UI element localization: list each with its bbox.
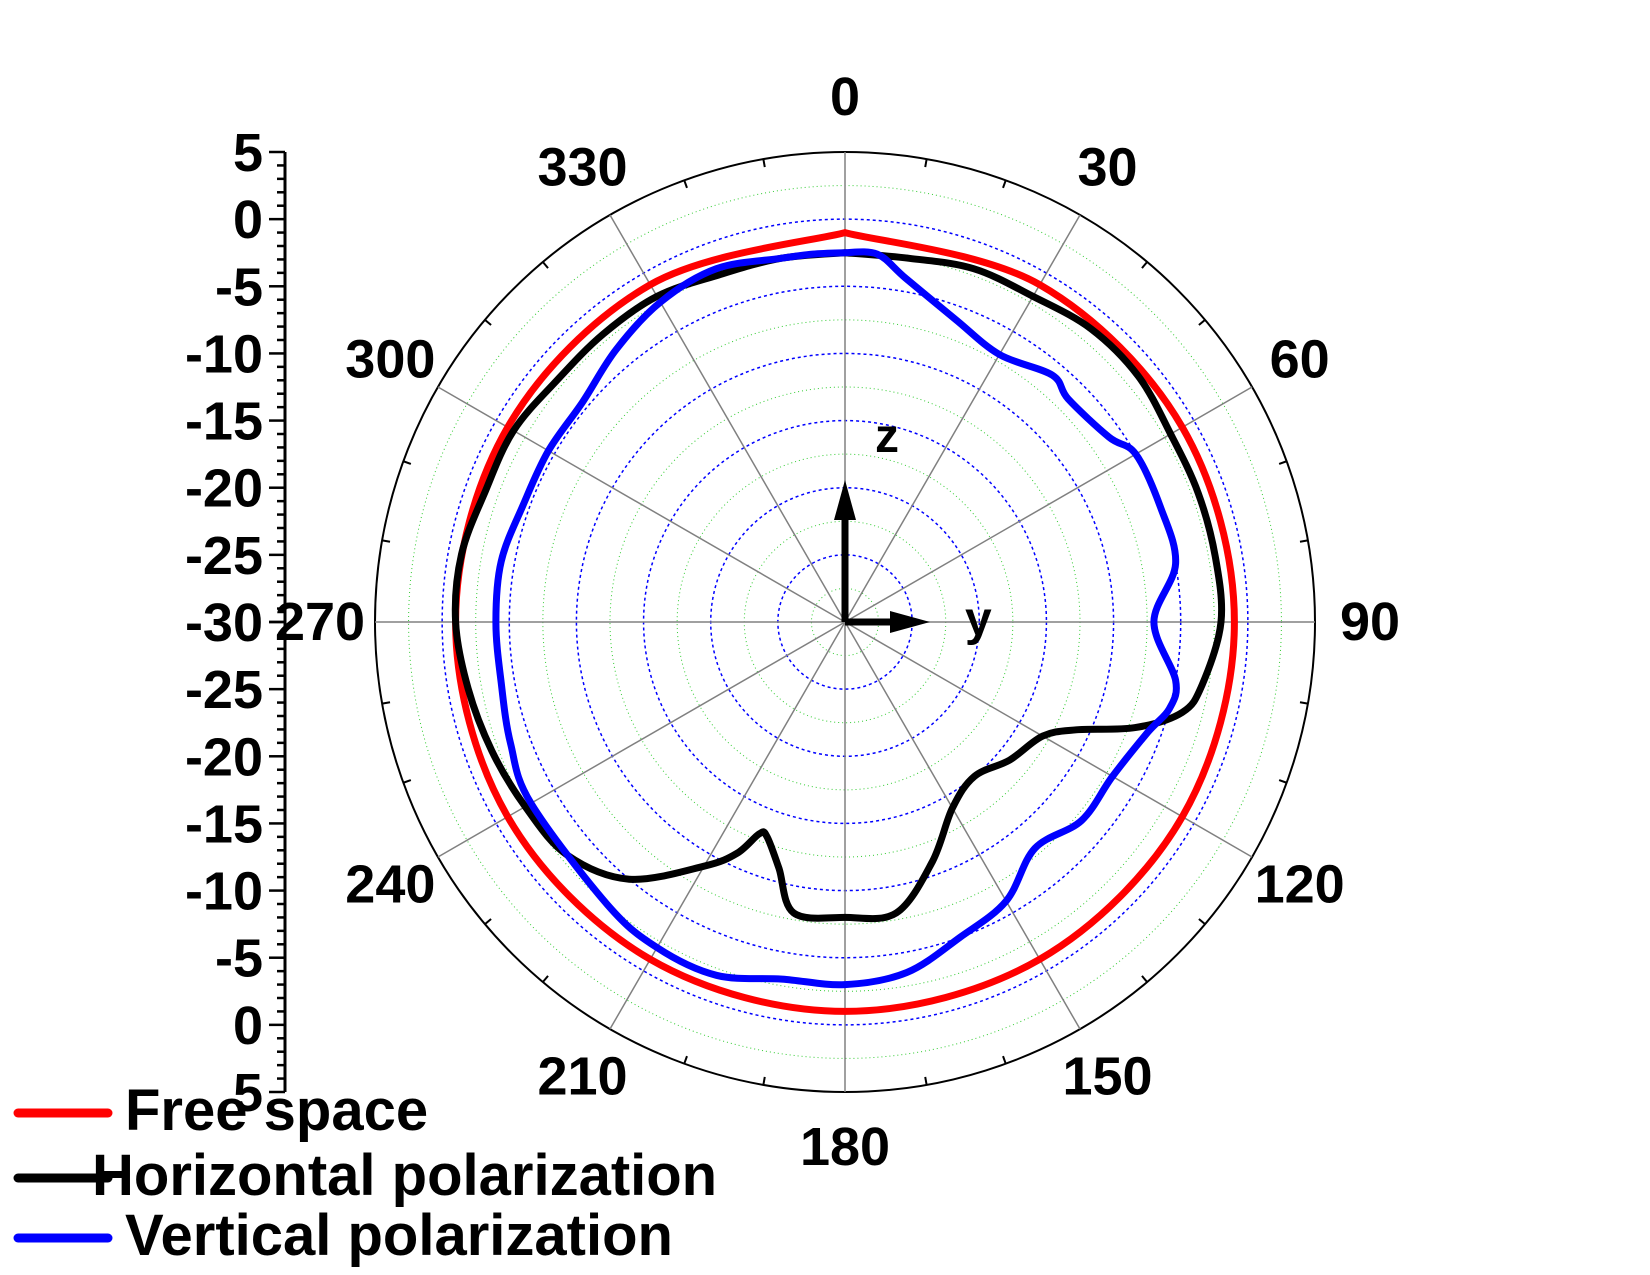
grid-spoke	[609, 621, 846, 1030]
angular-minor-tick	[542, 975, 549, 983]
angular-minor-tick	[403, 460, 412, 465]
angular-tick-label: 90	[1340, 592, 1400, 652]
angular-tick-label: 240	[345, 855, 435, 915]
angular-minor-tick	[683, 1055, 688, 1064]
series-line-1	[451, 249, 1226, 923]
angular-minor-tick	[1002, 1055, 1007, 1064]
radial-tick-label: -25	[185, 526, 263, 586]
angular-tick-label: 270	[275, 592, 365, 652]
angular-minor-tick	[924, 158, 928, 168]
angular-minor-tick	[1198, 918, 1206, 925]
radial-tick-label: 5	[233, 123, 263, 183]
grid-spoke	[844, 621, 1253, 858]
radial-tick-label: -20	[185, 459, 263, 519]
angular-tick-label: 150	[1062, 1047, 1152, 1107]
radial-tick-label: 0	[233, 996, 263, 1056]
angular-minor-tick	[1299, 539, 1309, 543]
radial-tick-label: -15	[185, 392, 263, 452]
angular-minor-tick	[683, 180, 688, 189]
legend-label: Vertical polarization	[125, 1203, 673, 1268]
angular-minor-tick	[403, 779, 412, 784]
axis-arrows: z y	[834, 410, 992, 646]
radial-tick-label: -5	[215, 257, 263, 317]
radial-tick-label: -10	[185, 324, 263, 384]
angular-minor-tick	[484, 319, 492, 326]
angular-tick-label: 180	[800, 1117, 890, 1177]
z-label: z	[875, 410, 899, 463]
angular-tick-label: 120	[1255, 855, 1345, 915]
angular-minor-tick	[381, 539, 391, 543]
grid-spoke	[609, 214, 846, 623]
y-label: y	[965, 593, 992, 646]
angular-tick-labels: 0 30 60 90 120 150 180 210 240 270 300 330	[275, 67, 1400, 1177]
angular-minor-tick	[1002, 180, 1007, 189]
radial-tick-label: -10	[185, 862, 263, 922]
angular-minor-tick	[484, 918, 492, 925]
radial-tick-label: -5	[215, 929, 263, 989]
angular-minor-tick	[924, 1076, 928, 1086]
angular-minor-tick	[1141, 261, 1148, 269]
radial-tick-label: 0	[233, 190, 263, 250]
grid-spoke	[844, 621, 1081, 1030]
angular-tick-label: 30	[1077, 137, 1137, 197]
angular-minor-tick	[1299, 701, 1309, 705]
angular-minor-tick	[1278, 460, 1287, 465]
radial-tick-label: 5	[233, 1063, 263, 1123]
angular-tick-label: 0	[830, 67, 860, 127]
angular-minor-tick	[1141, 975, 1148, 983]
angular-minor-tick	[762, 158, 766, 168]
series-line-2	[492, 248, 1180, 989]
grid-spoke	[844, 386, 1253, 623]
angular-tick-label: 330	[537, 137, 627, 197]
angular-minor-tick	[1278, 779, 1287, 784]
radial-tick-label: -15	[185, 794, 263, 854]
radial-tick-label: -20	[185, 727, 263, 787]
angular-minor-tick	[1198, 319, 1206, 326]
legend-label: Horizontal polarization	[92, 1143, 717, 1208]
angular-minor-tick	[381, 701, 391, 705]
angular-tick-label: 210	[537, 1047, 627, 1107]
series-line-0	[452, 229, 1238, 1015]
series-group	[451, 229, 1238, 1015]
angular-tick-label: 60	[1270, 330, 1330, 390]
angular-minor-tick	[542, 261, 549, 269]
radial-tick-label: -25	[185, 660, 263, 720]
legend-label: Free space	[125, 1078, 428, 1143]
y-arrow-head	[890, 611, 930, 633]
radial-tick-label: -30	[185, 593, 263, 653]
angular-tick-label: 300	[345, 330, 435, 390]
z-arrow-head	[834, 480, 856, 520]
angular-minor-tick	[762, 1076, 766, 1086]
radial-axis: 5 5 0 0 -5 -5 -10 -10 -15 -15 -20 -20 -25 -25 -30	[185, 123, 287, 1123]
